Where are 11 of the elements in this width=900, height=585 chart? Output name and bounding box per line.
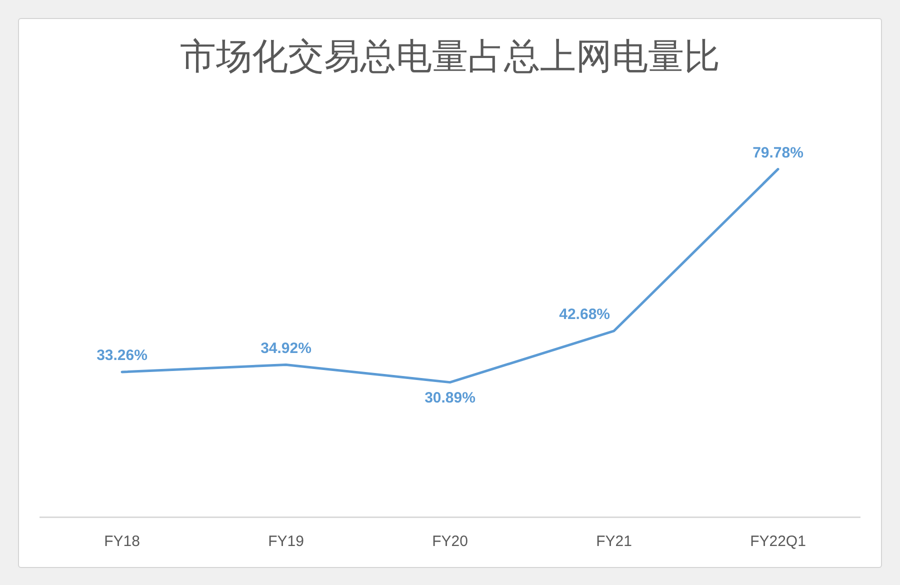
x-tick-label: FY22Q1 — [750, 533, 806, 550]
data-label: 34.92% — [260, 340, 312, 357]
x-tick-label: FY21 — [596, 533, 632, 550]
data-label: 79.78% — [752, 144, 804, 162]
data-label: 42.68% — [559, 306, 610, 324]
x-tick-label: FY20 — [432, 533, 468, 550]
x-tick-label: FY19 — [268, 533, 304, 550]
data-label: 33.26% — [96, 347, 148, 364]
data-label: 30.89% — [424, 389, 476, 406]
chart-title: 市场化交易总电量占总上网电量比 — [180, 36, 720, 77]
x-tick-label: FY18 — [104, 533, 140, 550]
